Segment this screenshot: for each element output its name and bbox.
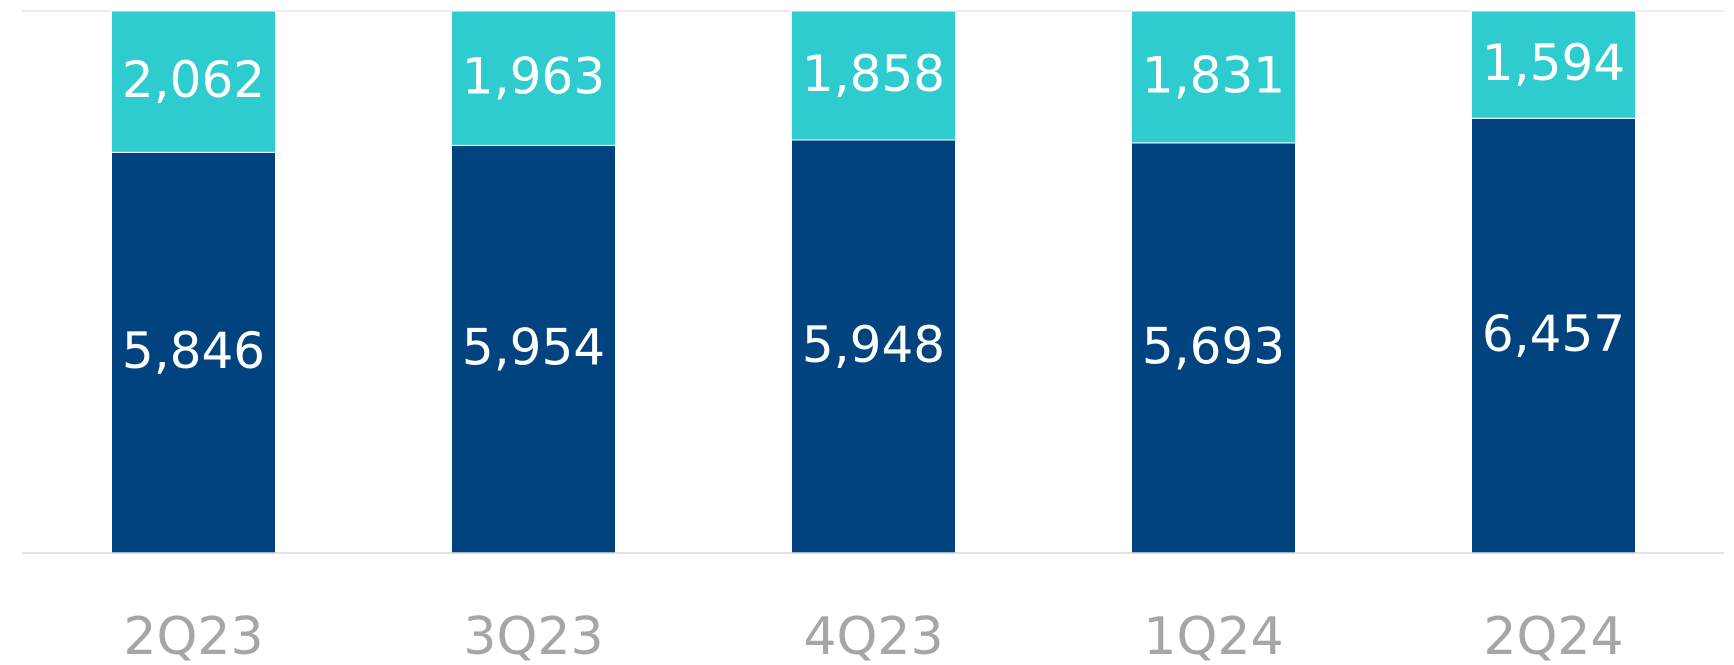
bar-segment: [791, 10, 956, 141]
bar-segment: [451, 10, 616, 146]
bar-segment: [791, 139, 956, 554]
value-label: 5,954: [462, 319, 605, 377]
bar-segment: [1131, 142, 1296, 554]
value-label: 5,693: [1142, 317, 1285, 375]
x-tick-label: 4Q23: [803, 607, 943, 665]
bar-segment: [1471, 10, 1636, 119]
x-tick-label: 2Q23: [123, 607, 263, 665]
bar-segment: [111, 10, 276, 153]
value-label: 6,457: [1482, 305, 1625, 363]
value-label: 2,062: [122, 51, 265, 109]
x-tick-label: 3Q23: [463, 607, 603, 665]
value-label: 1,594: [1482, 34, 1625, 92]
x-tick-label: 1Q24: [1143, 607, 1283, 665]
bar-segment: [1471, 117, 1636, 554]
x-tick-label: 2Q24: [1483, 607, 1623, 665]
value-label: 5,846: [122, 322, 265, 380]
value-label: 5,948: [802, 316, 945, 374]
value-label: 1,963: [462, 48, 605, 106]
value-label: 1,858: [802, 45, 945, 103]
bar-segment: [1131, 10, 1296, 144]
value-label: 1,831: [1142, 46, 1285, 104]
